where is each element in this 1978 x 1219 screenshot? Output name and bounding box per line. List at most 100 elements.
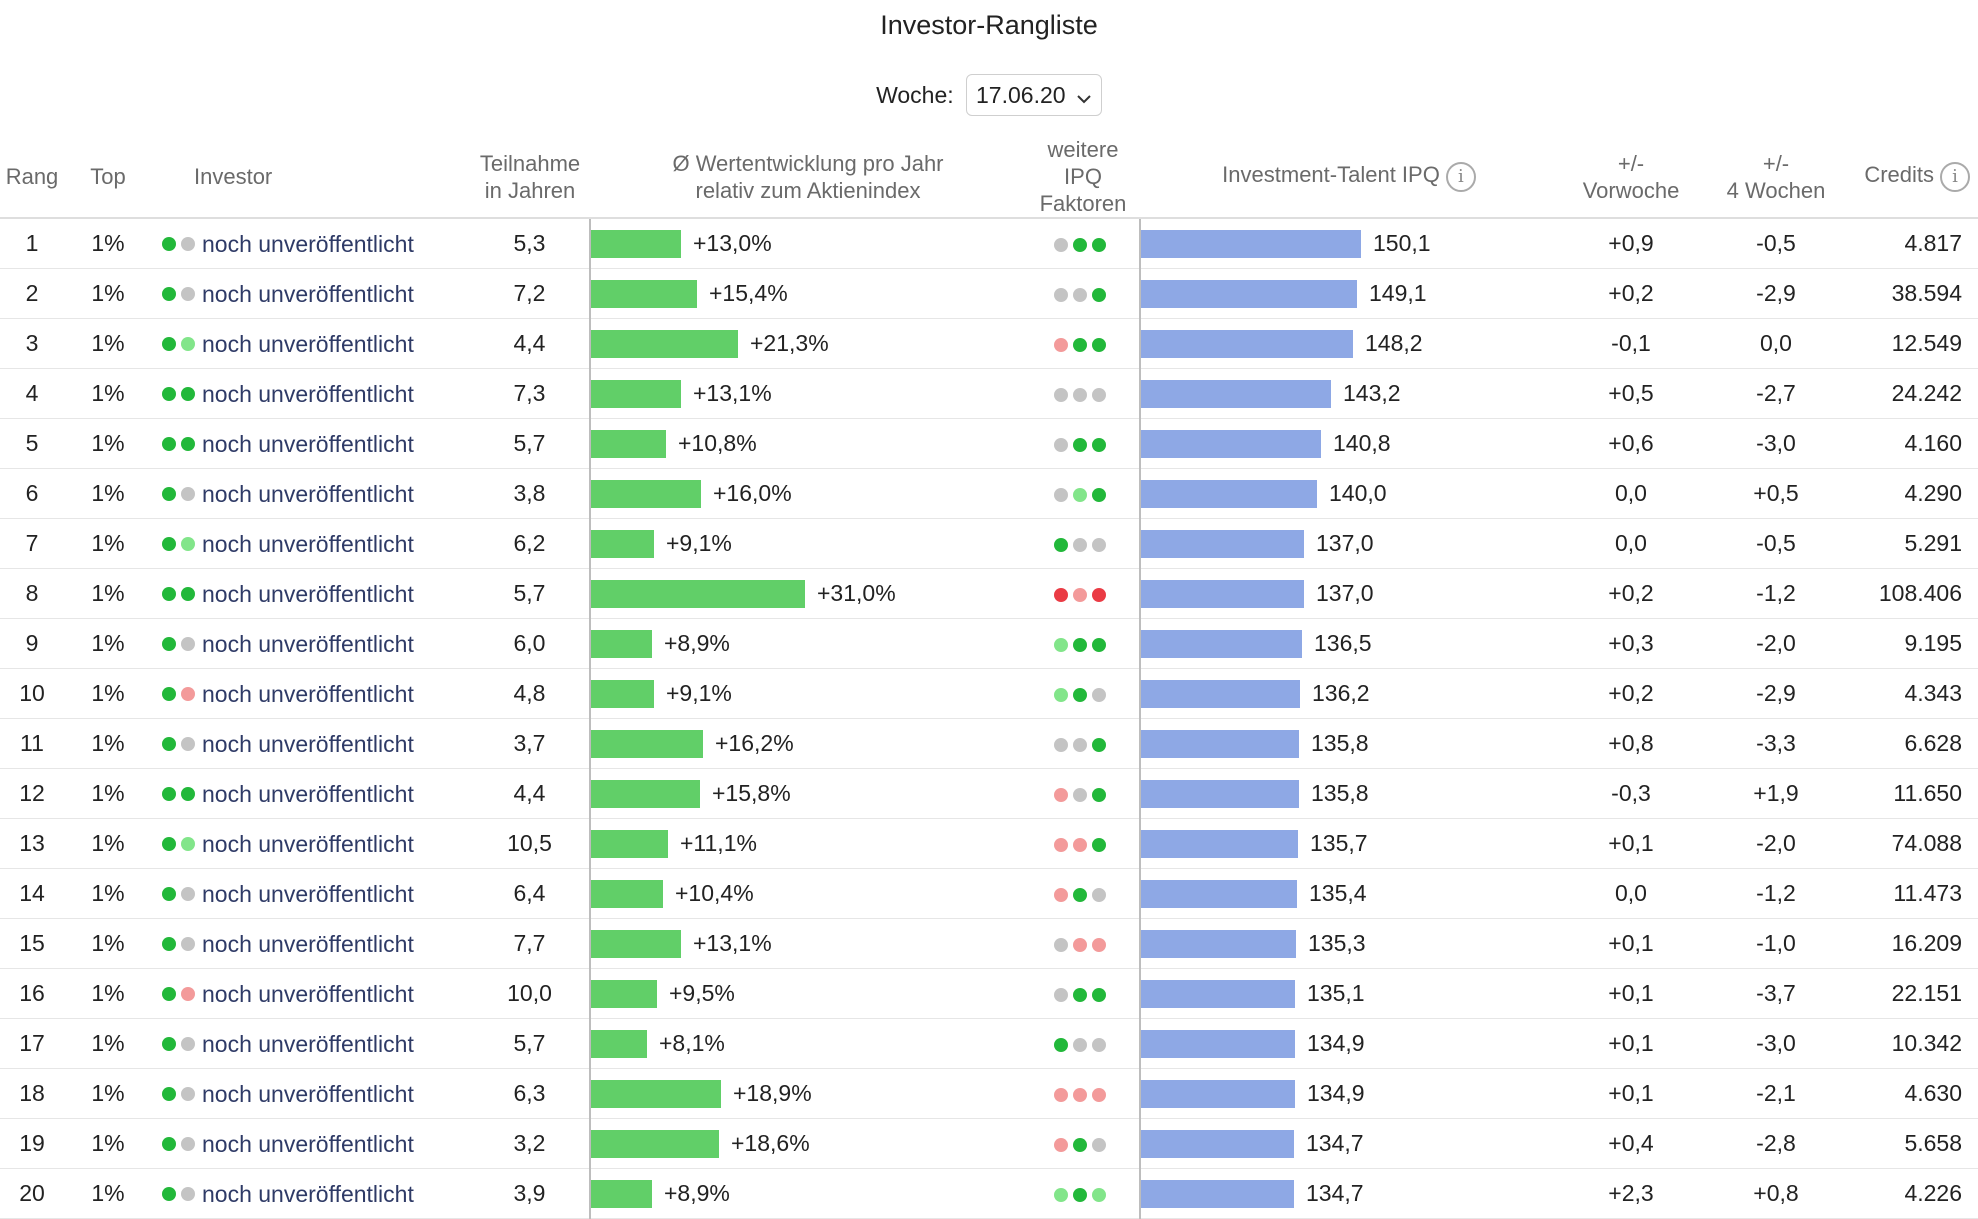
investor-name-link[interactable]: noch unveröffentlicht — [202, 880, 414, 907]
col-header-wertentwicklung[interactable]: Ø Wertentwicklung pro Jahr relativ zum Ak… — [590, 136, 1026, 219]
performance-bar — [591, 979, 657, 1008]
table-row[interactable]: 16 1% noch unveröffentlicht 10,0 +9,5% 135,1 +… — [0, 968, 1978, 1019]
investor-name-link[interactable]: noch unveröffentlicht — [202, 1130, 414, 1157]
col-header-investor[interactable]: Investor — [152, 136, 470, 219]
investor-name-link[interactable]: noch unveröffentlicht — [202, 780, 414, 807]
ipq-cell: 136,2 — [1139, 668, 1558, 719]
investor-name-link[interactable]: noch unveröffentlicht — [202, 430, 414, 457]
faktoren-cell — [1026, 318, 1140, 369]
ipq-factor-dot — [1054, 737, 1068, 752]
col-header-ipq[interactable]: Investment-Talent IPQ i — [1140, 136, 1558, 219]
col-header-teilnahme[interactable]: Teilnahme in Jahren — [470, 136, 590, 219]
investor-status-dot — [181, 1087, 195, 1102]
investor-name-link[interactable]: noch unveröffentlicht — [202, 1080, 414, 1107]
table-row[interactable]: 7 1% noch unveröffentlicht 6,2 +9,1% 137,0 0,0… — [0, 518, 1978, 569]
table-row[interactable]: 20 1% noch unveröffentlicht 3,9 +8,9% 134,7 +2… — [0, 1168, 1978, 1219]
ipq-factor-dot — [1073, 1187, 1087, 1202]
table-row[interactable]: 4 1% noch unveröffentlicht 7,3 +13,1% 143,2 +0… — [0, 368, 1978, 419]
table-row[interactable]: 17 1% noch unveröffentlicht 5,7 +8,1% 134,9 +0… — [0, 1018, 1978, 1069]
faktoren-cell — [1026, 668, 1140, 719]
vorwoche-cell: +0,9 — [1558, 218, 1704, 269]
vorwoche-cell: +0,6 — [1558, 418, 1704, 469]
investor-name-link[interactable]: noch unveröffentlicht — [202, 830, 414, 857]
table-row[interactable]: 9 1% noch unveröffentlicht 6,0 +8,9% 136,5 +0,… — [0, 618, 1978, 669]
week-select[interactable]: 17.06.20 — [966, 73, 1102, 116]
vorwoche-cell: 0,0 — [1558, 868, 1704, 919]
investor-name-link[interactable]: noch unveröffentlicht — [202, 380, 414, 407]
ipq-cell: 149,1 — [1139, 268, 1558, 319]
vorwoche-cell: +0,5 — [1558, 368, 1704, 419]
ipq-label: 150,1 — [1373, 230, 1431, 257]
4wochen-cell: -1,2 — [1704, 868, 1848, 919]
table-row[interactable]: 10 1% noch unveröffentlicht 4,8 +9,1% 136,2 +0… — [0, 668, 1978, 719]
col-header-rang[interactable]: Rang — [0, 136, 64, 219]
wertentwicklung-cell: +13,1% — [589, 918, 1026, 969]
table-row[interactable]: 2 1% noch unveröffentlicht 7,2 +15,4% 149,1 +0… — [0, 268, 1978, 319]
vorwoche-cell: +0,1 — [1558, 1018, 1704, 1069]
ipq-factor-dot — [1092, 1187, 1106, 1202]
investor-name-link[interactable]: noch unveröffentlicht — [202, 630, 414, 657]
table-row[interactable]: 1 1% noch unveröffentlicht 5,3 +13,0% 150,1 +0… — [0, 218, 1978, 269]
investor-name-link[interactable]: noch unveröffentlicht — [202, 530, 414, 557]
col-header-ipq-label: Investment-Talent IPQ — [1222, 162, 1440, 188]
info-icon[interactable]: i — [1940, 161, 1970, 192]
investor-name-link[interactable]: noch unveröffentlicht — [202, 1180, 414, 1207]
wertentwicklung-cell: +15,8% — [589, 768, 1026, 819]
wertentwicklung-cell: +31,0% — [589, 568, 1026, 619]
investor-name-link[interactable]: noch unveröffentlicht — [202, 930, 414, 957]
table-row[interactable]: 14 1% noch unveröffentlicht 6,4 +10,4% 135,4 0… — [0, 868, 1978, 919]
investor-name-link[interactable]: noch unveröffentlicht — [202, 330, 414, 357]
table-row[interactable]: 15 1% noch unveröffentlicht 7,7 +13,1% 135,3 +… — [0, 918, 1978, 969]
ipq-cell: 143,2 — [1139, 368, 1558, 419]
info-icon[interactable]: i — [1445, 161, 1476, 192]
ipq-label: 137,0 — [1316, 530, 1374, 557]
ipq-factor-dot — [1073, 1137, 1087, 1152]
investor-status-dot — [162, 287, 176, 302]
investor-cell: noch unveröffentlicht — [152, 618, 470, 669]
teilnahme-cell: 3,2 — [470, 1118, 590, 1169]
performance-label: +15,4% — [709, 280, 788, 307]
table-row[interactable]: 11 1% noch unveröffentlicht 3,7 +16,2% 135,8 +… — [0, 718, 1978, 769]
col-header-faktoren[interactable]: weitere IPQ Faktoren — [1026, 136, 1140, 219]
investor-cell: noch unveröffentlicht — [152, 1018, 470, 1069]
faktoren-cell — [1026, 868, 1140, 919]
investor-name-link[interactable]: noch unveröffentlicht — [202, 230, 414, 257]
table-row[interactable]: 5 1% noch unveröffentlicht 5,7 +10,8% 140,8 +0… — [0, 418, 1978, 469]
ipq-label: 149,1 — [1369, 280, 1427, 307]
investor-status-dot — [162, 487, 176, 502]
investor-name-link[interactable]: noch unveröffentlicht — [202, 480, 414, 507]
investor-name-link[interactable]: noch unveröffentlicht — [202, 280, 414, 307]
table-row[interactable]: 6 1% noch unveröffentlicht 3,8 +16,0% 140,0 0,… — [0, 468, 1978, 519]
4wochen-cell: -3,0 — [1704, 1018, 1848, 1069]
table-row[interactable]: 8 1% noch unveröffentlicht 5,7 +31,0% 137,0 +0… — [0, 568, 1978, 619]
investor-status-dot — [162, 337, 176, 352]
credits-cell: 38.594 — [1848, 268, 1978, 319]
table-row[interactable]: 12 1% noch unveröffentlicht 4,4 +15,8% 135,8 -… — [0, 768, 1978, 819]
table-row[interactable]: 18 1% noch unveröffentlicht 6,3 +18,9% 134,9 +… — [0, 1068, 1978, 1119]
col-header-top[interactable]: Top — [64, 136, 152, 219]
investor-name-link[interactable]: noch unveröffentlicht — [202, 680, 414, 707]
wertentwicklung-cell: +13,1% — [589, 368, 1026, 419]
ipq-label: 135,1 — [1307, 980, 1365, 1007]
investor-name-link[interactable]: noch unveröffentlicht — [202, 730, 414, 757]
ipq-label: 135,8 — [1311, 730, 1369, 757]
table-row[interactable]: 13 1% noch unveröffentlicht 10,5 +11,1% 135,7… — [0, 818, 1978, 869]
col-header-credits[interactable]: Credits i — [1848, 136, 1978, 219]
investor-status-dot — [181, 637, 195, 652]
col-header-4wochen[interactable]: +/- 4 Wochen — [1704, 136, 1848, 219]
credits-cell: 10.342 — [1848, 1018, 1978, 1069]
investor-name-link[interactable]: noch unveröffentlicht — [202, 980, 414, 1007]
table-row[interactable]: 19 1% noch unveröffentlicht 3,2 +18,6% 134,7 +… — [0, 1118, 1978, 1169]
col-header-vorwoche[interactable]: +/- Vorwoche — [1558, 136, 1704, 219]
vorwoche-cell: +0,1 — [1558, 1068, 1704, 1119]
ipq-factor-dot — [1073, 837, 1087, 852]
performance-bar — [591, 779, 700, 808]
investor-status-dot — [181, 337, 195, 352]
table-row[interactable]: 3 1% noch unveröffentlicht 4,4 +21,3% 148,2 -0… — [0, 318, 1978, 369]
top-cell: 1% — [64, 968, 152, 1019]
investor-name-link[interactable]: noch unveröffentlicht — [202, 1030, 414, 1057]
performance-label: +9,1% — [666, 680, 732, 707]
investor-name-link[interactable]: noch unveröffentlicht — [202, 580, 414, 607]
faktoren-cell — [1026, 968, 1140, 1019]
4wochen-cell: -3,3 — [1704, 718, 1848, 769]
